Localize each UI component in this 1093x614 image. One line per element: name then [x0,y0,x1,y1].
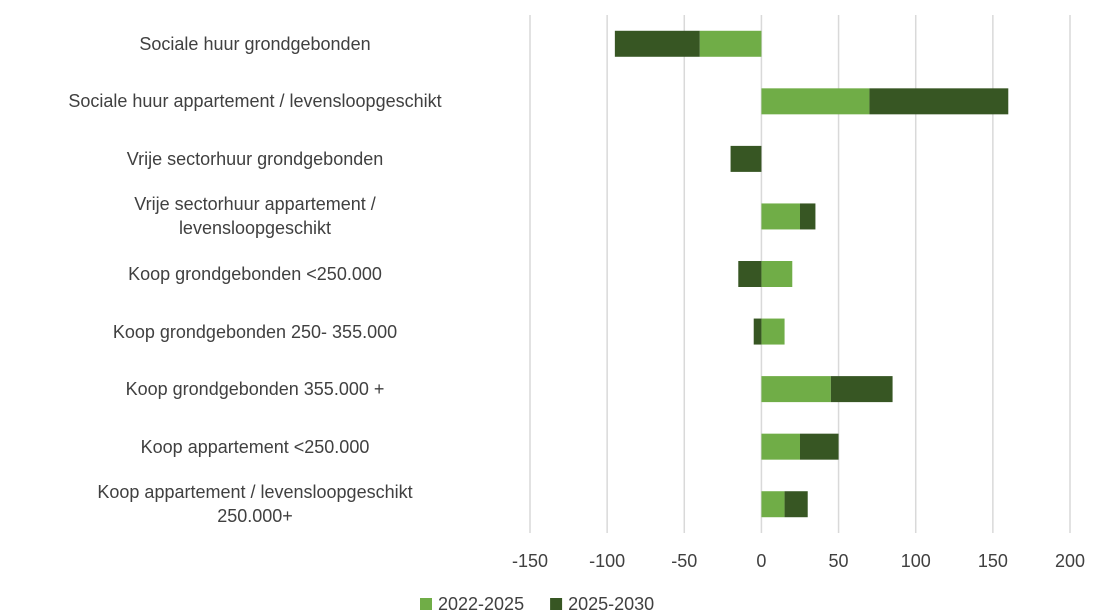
bar [761,88,870,115]
bar [830,376,893,403]
bar [753,318,762,345]
bar [730,145,762,172]
legend-swatch [550,598,563,610]
x-tick-label: 200 [1055,551,1085,571]
y-tick-label: Vrije sectorhuur grondgebonden [126,148,384,169]
bar [761,261,793,287]
bar [761,433,800,460]
x-tick-label: 100 [901,551,931,571]
y-tick-label: Sociale huur appartement / levensloopges… [68,91,442,112]
x-tick-label: 50 [829,551,849,571]
y-tick-label: Koop grondgebonden 355.000 + [125,379,385,400]
y-tick-label: Koop grondgebonden <250.000 [128,264,382,284]
legend-swatch [420,598,432,610]
bar [699,30,762,57]
bar [800,433,839,460]
bar [800,203,816,230]
bar [761,491,785,518]
y-tick-label: Vrije sectorhuur appartement / levensloo… [134,194,376,239]
bar [784,491,808,518]
bar [869,88,1009,115]
x-tick-label: -100 [589,551,625,571]
x-tick-label: 150 [978,551,1008,571]
bar [614,30,700,57]
bar [761,318,785,345]
y-tick-label: Koop grondgebonden 250- 355.000 [112,321,398,342]
x-tick-label: -50 [671,551,697,571]
y-tick-label: Koop appartement <250.000 [140,436,370,457]
x-tick-label: 0 [756,551,766,571]
x-tick-label: -150 [512,551,548,571]
bar [761,376,831,403]
y-tick-label: Sociale huur grondgebonden [139,33,371,54]
bar [738,261,762,287]
legend-label: 2025-2030 [568,594,654,614]
legend-label: 2022-2025 [438,594,524,614]
y-tick-label: Koop appartement / levensloopgeschikt 25… [97,482,413,527]
bar [761,203,800,230]
